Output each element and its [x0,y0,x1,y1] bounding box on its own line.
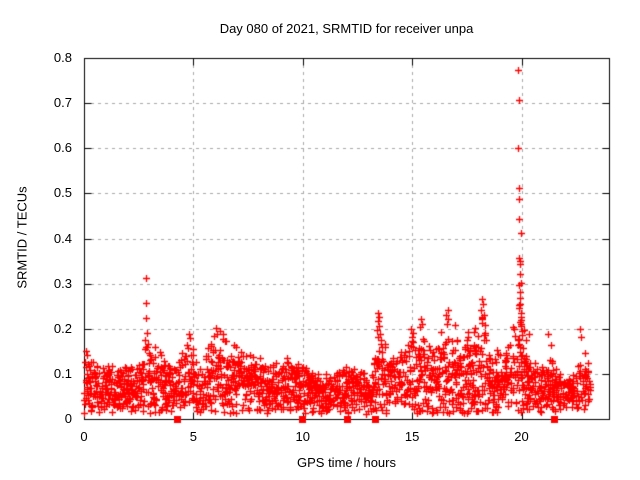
y-tick-label: 0.4 [53,230,72,246]
y-tick-label: 0.8 [53,50,72,65]
x-tick-label: 20 [514,429,529,444]
y-tick-label: 0.7 [53,95,72,111]
y-tick-label: 0.5 [53,185,72,201]
x-tick-label: 15 [404,429,420,444]
y-tick-label: 0.6 [53,140,72,156]
y-tick-label: 0.1 [53,365,72,381]
x-tick-label: 10 [295,429,310,444]
y-tick-label: 0.3 [53,275,72,291]
chart-title: Day 080 of 2021, SRMTID for receiver unp… [219,21,474,36]
x-tick-label: 5 [189,429,197,444]
y-tick-label: 0.2 [53,320,72,336]
x-tick-label: 0 [80,429,88,444]
x-axis-label: GPS time / hours [297,455,396,470]
y-tick-label: 0 [64,411,72,426]
